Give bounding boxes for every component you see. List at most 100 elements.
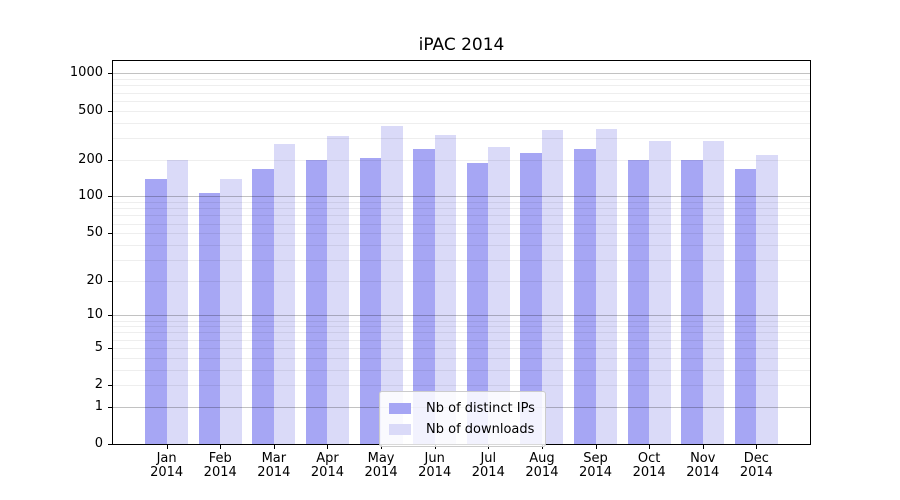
y-tick-mark bbox=[108, 280, 112, 282]
y-tick-label: 100 bbox=[78, 188, 103, 204]
y-tick-label: 2 bbox=[94, 377, 103, 393]
gridline-minor bbox=[113, 85, 810, 87]
y-tick-mark bbox=[108, 406, 112, 408]
x-tick-label-year: 2014 bbox=[632, 465, 666, 480]
x-tick-mark bbox=[756, 445, 758, 449]
y-tick-mark bbox=[108, 315, 112, 317]
bar-distinct-ips-dec bbox=[734, 169, 757, 444]
x-tick-label-month: Oct bbox=[637, 451, 661, 466]
bar-distinct-ips-oct bbox=[627, 160, 650, 444]
gridline-major bbox=[113, 196, 810, 198]
legend-swatch-distinct-ips bbox=[389, 403, 411, 414]
x-tick-label-year: 2014 bbox=[310, 465, 344, 480]
gridline-minor bbox=[113, 92, 810, 94]
y-tick-label: 500 bbox=[78, 102, 103, 118]
bar-downloads-dec bbox=[756, 154, 778, 444]
bar-distinct-ips-feb bbox=[198, 192, 221, 444]
x-tick-label-month: Jan bbox=[156, 451, 177, 466]
gridline-minor bbox=[113, 280, 810, 282]
x-tick-label-month: Mar bbox=[261, 451, 287, 466]
y-tick-mark bbox=[108, 347, 112, 349]
gridline-minor bbox=[113, 369, 810, 371]
gridline-minor bbox=[113, 347, 810, 349]
x-tick-mark bbox=[434, 445, 436, 449]
bar-distinct-ips-jan bbox=[145, 178, 167, 444]
gridline-minor bbox=[113, 259, 810, 261]
x-tick-mark bbox=[273, 445, 275, 449]
x-tick-label-year: 2014 bbox=[471, 465, 505, 480]
bar-downloads-may bbox=[381, 125, 403, 444]
y-tick-label: 1000 bbox=[69, 65, 103, 81]
legend-swatch-downloads bbox=[389, 424, 411, 435]
gridline-minor bbox=[113, 159, 810, 161]
gridline-major bbox=[113, 315, 810, 317]
y-tick-label: 10 bbox=[86, 307, 103, 323]
gridline-minor bbox=[113, 79, 810, 81]
x-tick-label-year: 2014 bbox=[578, 465, 613, 480]
gridline-minor bbox=[113, 137, 810, 139]
legend-label-distinct-ips: Nb of distinct IPs bbox=[426, 401, 535, 416]
x-tick-label-year: 2014 bbox=[203, 465, 237, 480]
y-tick-label: 1 bbox=[94, 398, 103, 414]
bar-downloads-jun bbox=[434, 135, 457, 444]
y-tick-label: 200 bbox=[78, 151, 103, 167]
x-tick-mark bbox=[595, 445, 597, 449]
gridline-minor bbox=[113, 357, 810, 359]
legend: Nb of distinct IPs Nb of downloads bbox=[379, 391, 546, 447]
gridline-major bbox=[113, 73, 810, 75]
bar-downloads-oct bbox=[649, 140, 671, 444]
bar-distinct-ips-nov bbox=[681, 159, 703, 444]
y-tick-mark bbox=[108, 196, 112, 198]
bar-downloads-apr bbox=[327, 136, 349, 444]
x-tick-label-month: Aug bbox=[529, 451, 555, 466]
bar-distinct-ips-sep bbox=[574, 149, 596, 444]
bar-distinct-ips-apr bbox=[305, 159, 328, 444]
x-tick-label-year: 2014 bbox=[739, 465, 773, 480]
bar-distinct-ips-mar bbox=[252, 168, 274, 444]
bar-downloads-mar bbox=[273, 143, 296, 444]
x-tick-label-year: 2014 bbox=[525, 465, 559, 480]
y-tick-mark bbox=[108, 233, 112, 235]
gridline-minor bbox=[113, 215, 810, 217]
y-tick-mark bbox=[108, 159, 112, 161]
x-tick-mark bbox=[541, 445, 543, 449]
gridline-minor bbox=[113, 122, 810, 124]
gridline-minor bbox=[113, 100, 810, 102]
gridline-minor bbox=[113, 385, 810, 387]
y-tick-label: 20 bbox=[86, 272, 103, 288]
gridline-minor bbox=[113, 110, 810, 112]
x-tick-mark bbox=[220, 445, 222, 449]
x-tick-label-year: 2014 bbox=[150, 465, 184, 480]
x-tick-label-year: 2014 bbox=[418, 465, 452, 480]
y-tick-mark bbox=[108, 385, 112, 387]
x-tick-label-month: Feb bbox=[208, 451, 232, 466]
x-tick-mark bbox=[702, 445, 704, 449]
x-tick-mark bbox=[649, 445, 651, 449]
bar-downloads-feb bbox=[220, 178, 242, 444]
gridline-minor bbox=[113, 320, 810, 322]
x-tick-label-month: Sep bbox=[583, 451, 608, 466]
y-tick-label: 0 bbox=[94, 436, 103, 451]
bar-downloads-nov bbox=[702, 140, 725, 444]
x-tick-mark bbox=[381, 445, 383, 449]
x-tick-label-month: Dec bbox=[743, 451, 769, 466]
gridline-minor bbox=[113, 233, 810, 235]
legend-label-downloads: Nb of downloads bbox=[426, 422, 535, 437]
bar-distinct-ips-jun bbox=[413, 148, 435, 444]
chart-title: iPAC 2014 bbox=[418, 35, 505, 55]
bar-downloads-sep bbox=[595, 129, 618, 444]
x-tick-label-month: Nov bbox=[690, 451, 716, 466]
gridline-minor bbox=[113, 244, 810, 246]
x-tick-mark bbox=[488, 445, 490, 449]
gridline-minor bbox=[113, 208, 810, 210]
x-tick-label-month: Jul bbox=[480, 451, 497, 466]
y-tick-mark bbox=[108, 444, 112, 445]
plot-area: Nb of distinct IPs Nb of downloads bbox=[112, 60, 811, 447]
legend-row-downloads: Nb of downloads bbox=[389, 419, 535, 440]
x-tick-label-month: May bbox=[367, 451, 395, 466]
bar-downloads-jan bbox=[166, 160, 189, 444]
y-tick-mark bbox=[108, 73, 112, 75]
bar-distinct-ips-aug bbox=[520, 153, 542, 444]
y-tick-mark bbox=[108, 110, 112, 112]
x-tick-mark bbox=[327, 445, 329, 449]
